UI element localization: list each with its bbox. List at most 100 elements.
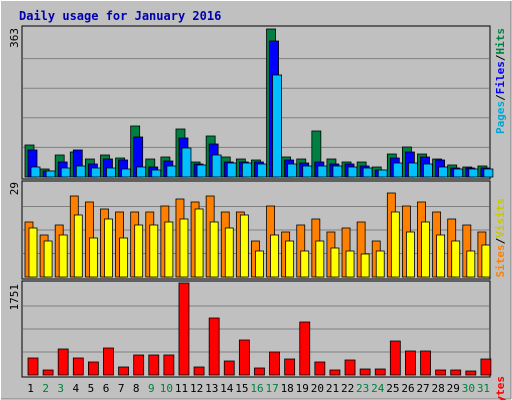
hits-panel-bar-pages-day-1 <box>30 166 41 178</box>
visits-panel-bar-visits-day-8 <box>134 224 144 278</box>
x-tick-label-day-11: 11 <box>175 382 188 395</box>
hits-panel-bar-pages-day-3 <box>60 167 71 178</box>
kbytes-panel-max-label: 1751 <box>8 284 21 311</box>
hits-panel-bar-pages-day-19 <box>302 165 313 178</box>
x-tick-label-day-15: 15 <box>235 382 248 395</box>
x-tick-label-day-5: 5 <box>88 382 95 395</box>
legend-part-4: Hits <box>494 28 507 55</box>
hits-panel-bar-pages-day-26 <box>408 162 418 178</box>
x-tick-label-day-17: 17 <box>265 382 278 395</box>
x-tick-label-day-31: 31 <box>477 382 490 395</box>
visits-panel-bar-visits-day-11 <box>179 218 189 278</box>
hits-panel-bar-pages-day-16 <box>257 163 267 178</box>
kbytes-panel-bar-kbytes-day-22 <box>344 359 356 376</box>
hits-panel-bar-pages-day-7 <box>121 168 131 178</box>
chart-title: Daily usage for January 2016 <box>19 9 221 23</box>
kbytes-panel-bar-kbytes-day-26 <box>405 350 416 376</box>
hits-panel-bar-pages-day-5 <box>90 167 101 178</box>
visits-panel-bar-visits-day-19 <box>300 250 310 278</box>
kbytes-panel-bar-kbytes-day-4 <box>72 357 84 376</box>
hits-panel-bar-pages-day-27 <box>423 163 433 178</box>
visits-panel-bar-visits-day-29 <box>451 240 461 278</box>
bars <box>24 28 494 376</box>
kbytes-panel-bar-kbytes-day-18 <box>284 358 296 376</box>
kbytes-panel-bar-kbytes-day-16 <box>254 367 265 376</box>
x-tick-label-day-19: 19 <box>296 382 309 395</box>
kbytes-panel-bar-kbytes-day-27 <box>420 350 431 376</box>
hits-panel-bar-pages-day-11 <box>181 147 192 178</box>
x-tick-label-day-26: 26 <box>401 382 414 395</box>
kbytes-panel-bar-kbytes-day-8 <box>133 354 145 376</box>
hits-panel-bar-pages-day-14 <box>226 162 237 178</box>
visits-panel-bar-visits-day-15 <box>239 214 249 278</box>
x-tick-label-day-2: 2 <box>42 382 49 395</box>
legend-part-0: Sites <box>494 244 507 277</box>
visits-panel-bar-visits-day-28 <box>436 234 446 278</box>
kbytes-panel-bar-kbytes-day-11 <box>178 282 190 376</box>
hits-panel-bar-pages-day-13 <box>211 154 222 178</box>
visits-panel-bar-visits-day-2 <box>43 240 53 278</box>
hits-panel-bar-pages-day-15 <box>241 162 252 178</box>
kbytes-panel-bar-kbytes-day-30 <box>465 370 477 376</box>
visits-panel-bar-visits-day-26 <box>406 231 415 278</box>
hits-panel-bar-pages-day-8 <box>136 166 147 178</box>
kbytes-panel-bar-kbytes-day-1 <box>27 357 39 376</box>
hits-panel-bar-pages-day-20 <box>317 165 328 178</box>
x-tick-label-day-29: 29 <box>447 382 460 395</box>
visits-panel-bar-visits-day-25 <box>390 211 400 278</box>
x-tick-label-day-14: 14 <box>220 382 234 395</box>
hits-panel-legend: Pages/Files/Hits <box>494 28 507 134</box>
kbytes-panel-bar-kbytes-day-29 <box>450 369 462 376</box>
kbytes-panel-bar-kbytes-day-20 <box>314 361 326 376</box>
visits-panel-bar-visits-day-21 <box>330 247 340 278</box>
x-tick-label-day-3: 3 <box>57 382 64 395</box>
x-tick-label-day-12: 12 <box>190 382 203 395</box>
x-tick-label-day-21: 21 <box>326 382 339 395</box>
kbytes-panel-bar-kbytes-day-15 <box>238 339 250 376</box>
x-tick-label-day-30: 30 <box>462 382 475 395</box>
kbytes-panel-legend: KBytes <box>494 376 507 400</box>
x-tick-label-day-10: 10 <box>160 382 173 395</box>
x-tick-label-day-1: 1 <box>27 382 34 395</box>
hits-panel-bar-pages-day-12 <box>196 164 207 178</box>
hits-panel-bar-pages-day-9 <box>151 169 162 178</box>
legend-part-0: KBytes <box>494 376 507 400</box>
kbytes-panel-bar-kbytes-day-3 <box>57 348 69 376</box>
x-tick-label-day-28: 28 <box>432 382 445 395</box>
hits-panel-bar-pages-day-18 <box>287 163 298 178</box>
kbytes-panel-bar-kbytes-day-5 <box>87 361 99 376</box>
visits-panel-legend: Sites/Visits <box>494 198 507 278</box>
kbytes-panel-bar-kbytes-day-24 <box>374 368 386 376</box>
x-tick-label-day-23: 23 <box>356 382 369 395</box>
kbytes-panel-bar-kbytes-day-12 <box>193 366 205 376</box>
kbytes-panel-bar-kbytes-day-10 <box>163 354 175 376</box>
kbytes-panel-bar-kbytes-day-25 <box>389 340 401 376</box>
x-tick-label-day-9: 9 <box>148 382 155 395</box>
hits-panel-bar-pages-day-24 <box>377 169 388 178</box>
x-tick-label-day-8: 8 <box>133 382 140 395</box>
kbytes-panel-bar-kbytes-day-2 <box>42 369 54 376</box>
visits-panel-bar-visits-day-5 <box>88 237 98 278</box>
kbytes-panel-bar-kbytes-day-23 <box>359 368 371 376</box>
kbytes-panel-bar-kbytes-day-13 <box>208 317 220 376</box>
visits-panel-bar-visits-day-3 <box>58 234 68 278</box>
x-tick-label-day-13: 13 <box>205 382 218 395</box>
visits-panel-bar-visits-day-18 <box>285 240 295 278</box>
visits-panel-bar-visits-day-22 <box>345 250 355 278</box>
visits-panel-bar-visits-day-10 <box>164 221 174 278</box>
visits-panel-bar-visits-day-6 <box>104 218 113 278</box>
visits-panel-bar-visits-day-20 <box>315 240 325 278</box>
hits-panel-bar-pages-day-28 <box>438 166 449 178</box>
hits-panel-bar-pages-day-2 <box>45 170 56 178</box>
x-tick-label-day-24: 24 <box>371 382 385 395</box>
visits-panel-bar-visits-day-17 <box>270 234 279 278</box>
kbytes-panel-bar-kbytes-day-31 <box>480 358 492 376</box>
visits-panel-bar-visits-day-23 <box>360 253 370 278</box>
kbytes-panel-bar-kbytes-day-9 <box>148 354 160 376</box>
kbytes-panel-bar-kbytes-day-14 <box>223 360 235 376</box>
hits-panel-max-label: 363 <box>8 28 21 48</box>
legend-part-2: Files <box>494 61 507 94</box>
x-tick-label-day-16: 16 <box>250 382 263 395</box>
